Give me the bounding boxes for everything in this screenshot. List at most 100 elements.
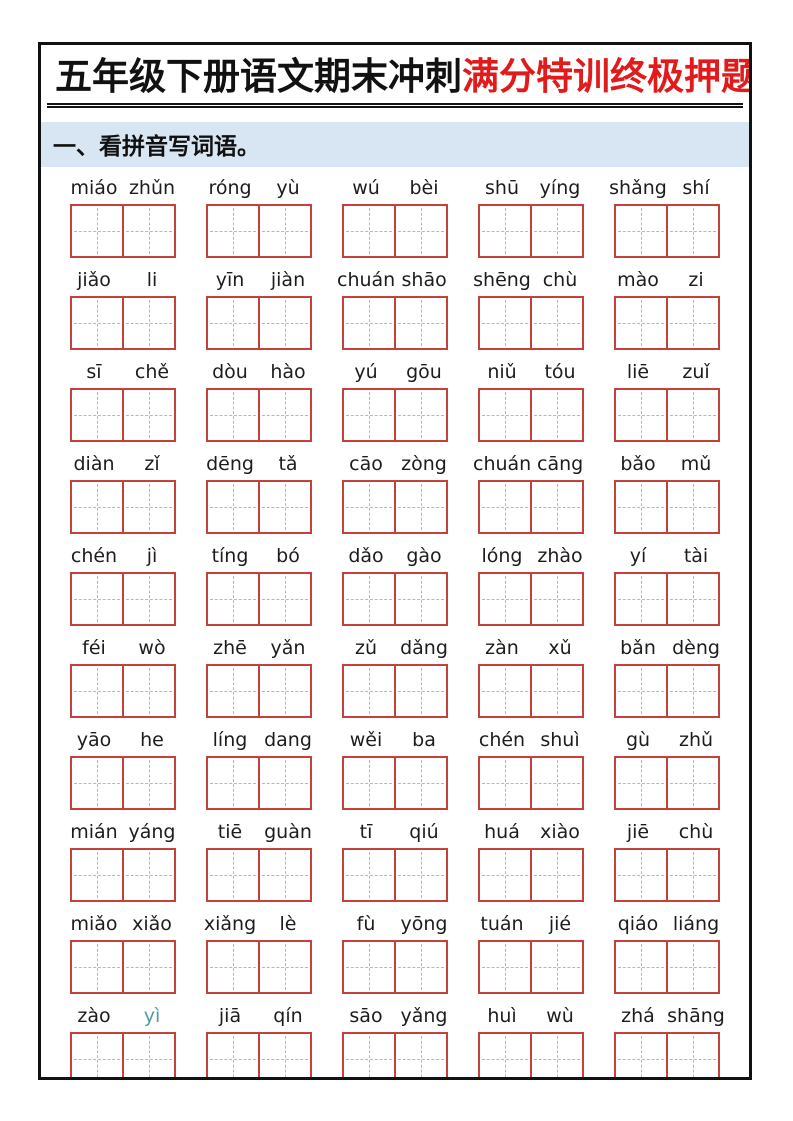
pinyin-syllable: ba: [412, 728, 436, 751]
writing-box-pair: [70, 847, 176, 902]
tianzige-box: [72, 298, 122, 348]
pinyin-syllable: cāng: [537, 452, 584, 475]
tianzige-box: [530, 665, 582, 716]
pinyin-syllable: zǔ: [354, 636, 377, 659]
pinyin-syllable: jiā: [218, 1004, 242, 1027]
word-cell: féi wò: [55, 635, 191, 718]
writing-box-pair: [478, 387, 584, 442]
writing-box-pair: [614, 479, 720, 534]
tianzige-box: [208, 758, 258, 808]
word-cell: bǎo mǔ: [599, 451, 735, 534]
pinyin-label: huá xiào: [473, 819, 589, 845]
pinyin-syllable: lè: [279, 912, 297, 935]
pinyin-syllable: zhá: [621, 1004, 655, 1027]
word-cell: jiǎo li: [55, 267, 191, 350]
word-cell: róng yù: [191, 175, 327, 258]
pinyin-syllable: he: [140, 728, 164, 751]
pinyin-syllable: qín: [273, 1004, 303, 1027]
tianzige-box: [616, 942, 666, 992]
writing-box-pair: [614, 387, 720, 442]
writing-box-pair: [206, 203, 312, 258]
tianzige-box: [530, 481, 582, 532]
tianzige-box: [616, 666, 666, 716]
pinyin-syllable: féi: [82, 636, 106, 659]
tianzige-box: [72, 942, 122, 992]
pinyin-syllable: dēng: [206, 452, 254, 475]
tianzige-box: [258, 205, 310, 256]
tianzige-box: [72, 206, 122, 256]
pinyin-syllable: lóng: [481, 544, 523, 567]
tianzige-box: [344, 942, 394, 992]
writing-box-pair: [70, 571, 176, 626]
pinyin-syllable: jié: [548, 912, 572, 935]
pinyin-label: miáo zhǔn: [65, 175, 181, 201]
pinyin-syllable: cāo: [349, 452, 383, 475]
tianzige-box: [72, 666, 122, 716]
tianzige-box: [616, 390, 666, 440]
word-cell: fù yōng: [327, 911, 463, 994]
pinyin-syllable: chén: [70, 544, 118, 567]
pinyin-syllable: zi: [688, 268, 704, 291]
tianzige-box: [72, 482, 122, 532]
pinyin-syllable: zhào: [537, 544, 583, 567]
pinyin-syllable: tóu: [544, 360, 576, 383]
pinyin-syllable: wú: [352, 176, 380, 199]
tianzige-box: [394, 1033, 446, 1077]
tianzige-box: [616, 298, 666, 348]
pinyin-label: zǔ dǎng: [337, 635, 453, 661]
pinyin-label: zhá shāng: [609, 1003, 725, 1029]
pinyin-label: wěi ba: [337, 727, 453, 753]
word-cell: zào yì: [55, 1003, 191, 1077]
pinyin-label: liē zuǐ: [609, 359, 725, 385]
pinyin-syllable: qiáo: [617, 912, 659, 935]
tianzige-box: [666, 1033, 718, 1077]
pinyin-syllable: yǎn: [270, 636, 306, 659]
pinyin-syllable: yáng: [128, 820, 176, 843]
word-cell: chuán cāng: [463, 451, 599, 534]
word-cell: dòu hào: [191, 359, 327, 442]
pinyin-syllable: dǎng: [400, 636, 448, 659]
word-cell: sī chě: [55, 359, 191, 442]
pinyin-label: shū yíng: [473, 175, 589, 201]
word-cell: niǔ tóu: [463, 359, 599, 442]
tianzige-box: [258, 941, 310, 992]
word-cell: chuán shāo: [327, 267, 463, 350]
pinyin-syllable: xiǎng: [203, 912, 257, 935]
tianzige-box: [616, 758, 666, 808]
tianzige-box: [480, 390, 530, 440]
pinyin-syllable: zòng: [401, 452, 447, 475]
page-border-frame: 五年级下册语文期末冲刺满分特训终极押题 一、看拼音写词语。 miáo zhǔn …: [38, 42, 752, 1080]
tianzige-box: [666, 297, 718, 348]
word-cell: sāo yǎng: [327, 1003, 463, 1077]
tianzige-box: [480, 1034, 530, 1077]
pinyin-syllable: bǎn: [620, 636, 656, 659]
title-black-segment: 五年级下册语文期末冲刺: [55, 57, 462, 98]
title-double-underline: [47, 102, 743, 108]
tianzige-box: [616, 574, 666, 624]
tianzige-box: [666, 665, 718, 716]
tianzige-box: [666, 389, 718, 440]
pinyin-syllable: gù: [625, 728, 651, 751]
tianzige-box: [122, 757, 174, 808]
pinyin-syllable: zuǐ: [682, 360, 710, 383]
tianzige-box: [122, 389, 174, 440]
pinyin-syllable: bǎo: [620, 452, 656, 475]
tianzige-box: [344, 666, 394, 716]
tianzige-box: [530, 297, 582, 348]
pinyin-syllable: chù: [678, 820, 714, 843]
writing-box-pair: [342, 663, 448, 718]
pinyin-label: fù yōng: [337, 911, 453, 937]
tianzige-box: [344, 206, 394, 256]
word-cell: mào zi: [599, 267, 735, 350]
tianzige-box: [394, 389, 446, 440]
pinyin-label: wú bèi: [337, 175, 453, 201]
pinyin-syllable: xiào: [540, 820, 580, 843]
pinyin-label: dǎo gào: [337, 543, 453, 569]
pinyin-syllable: róng: [208, 176, 252, 199]
pinyin-label: sī chě: [65, 359, 181, 385]
writing-box-pair: [70, 387, 176, 442]
tianzige-box: [122, 573, 174, 624]
word-cell: bǎn dèng: [599, 635, 735, 718]
pinyin-syllable: chuán: [337, 268, 396, 291]
pinyin-label: zhē yǎn: [201, 635, 317, 661]
